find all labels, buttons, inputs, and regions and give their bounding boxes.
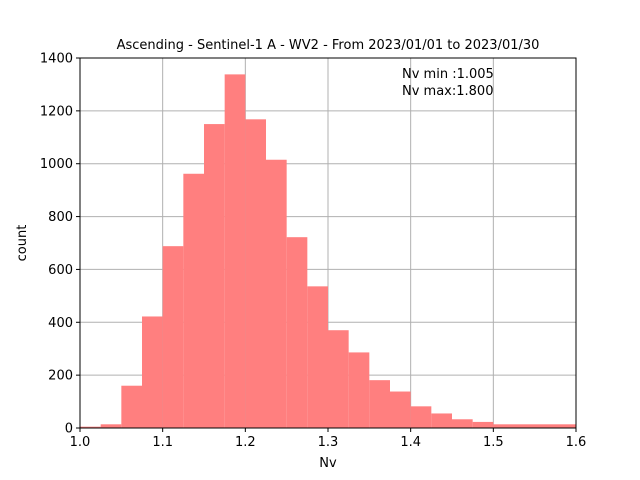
histogram-bar — [224, 74, 246, 428]
x-axis-ticks: 1.0 1.1 1.2 1.3 1.4 1.5 1.6 — [70, 428, 587, 450]
x-tick-label: 1.0 — [70, 435, 91, 450]
chart-title: Ascending - Sentinel-1 A - WV2 - From 20… — [117, 38, 540, 53]
histogram-bars — [80, 74, 576, 429]
histogram-bar — [452, 419, 473, 428]
x-tick-label: 1.3 — [318, 435, 339, 450]
histogram-bar — [204, 124, 225, 429]
y-tick-label: 0 — [65, 422, 73, 437]
y-axis-ticks: 0 200 400 600 800 1000 1200 1400 — [40, 52, 80, 437]
histogram-bar — [328, 330, 349, 428]
histogram-bar — [493, 424, 576, 428]
y-tick-label: 1200 — [40, 104, 73, 119]
histogram-bar — [431, 413, 452, 428]
histogram-bar — [390, 391, 411, 428]
y-tick-label: 800 — [48, 210, 73, 225]
nv-min-annotation: Nv min :1.005 — [402, 67, 494, 82]
histogram-bar — [183, 173, 204, 428]
nv-max-annotation: Nv max:1.800 — [402, 84, 493, 99]
histogram-bar — [266, 159, 287, 428]
x-tick-label: 1.1 — [152, 435, 173, 450]
histogram-bar — [472, 421, 494, 428]
x-tick-label: 1.5 — [483, 435, 504, 450]
histogram-bar — [369, 380, 390, 428]
histogram-bar — [121, 385, 142, 428]
x-tick-label: 1.4 — [400, 435, 421, 450]
histogram-bar — [245, 119, 266, 429]
histogram-bar — [142, 316, 163, 428]
histogram-bar — [348, 352, 370, 428]
histogram-bar — [80, 426, 101, 428]
y-tick-label: 1000 — [40, 157, 73, 172]
histogram-bar — [286, 237, 308, 428]
histogram-bar — [162, 246, 184, 428]
histogram-bar — [410, 406, 432, 428]
histogram-bar — [100, 424, 122, 428]
x-tick-label: 1.2 — [235, 435, 256, 450]
y-tick-label: 1400 — [40, 52, 73, 67]
x-axis-label: Nv — [319, 456, 337, 471]
histogram-bar — [307, 286, 328, 428]
y-tick-label: 400 — [48, 316, 73, 331]
x-tick-label: 1.6 — [566, 435, 587, 450]
y-tick-label: 200 — [48, 369, 73, 384]
y-axis-label: count — [15, 225, 30, 262]
y-tick-label: 600 — [48, 263, 73, 278]
